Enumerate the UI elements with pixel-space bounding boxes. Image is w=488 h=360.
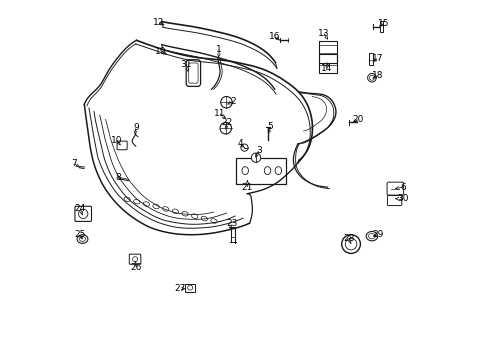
Text: 5: 5 [267,122,273,131]
Text: 9: 9 [133,123,139,132]
Text: 31: 31 [180,60,191,69]
Text: 1: 1 [216,45,222,54]
Text: 14: 14 [320,64,331,73]
Bar [368,53,372,65]
Text: 12: 12 [153,18,164,27]
Text: 30: 30 [396,194,408,203]
Bar [235,158,285,184]
Circle shape [341,235,360,253]
Bar [185,284,194,292]
Circle shape [241,144,247,151]
Text: 22: 22 [221,118,232,127]
Text: 15: 15 [377,19,388,28]
Text: 28: 28 [343,234,354,243]
Text: 8: 8 [115,173,121,181]
Text: 4: 4 [237,139,243,148]
Ellipse shape [366,231,377,241]
Text: 2: 2 [230,97,235,106]
Text: 20: 20 [352,115,363,124]
Text: 17: 17 [371,54,383,63]
Text: 11: 11 [213,109,224,118]
Text: 18: 18 [371,71,383,80]
FancyBboxPatch shape [75,206,91,221]
Text: 26: 26 [131,263,142,271]
Text: 10: 10 [111,136,122,145]
Ellipse shape [77,235,88,243]
Text: 19: 19 [155,46,166,55]
Text: 3: 3 [256,146,261,155]
Text: 6: 6 [399,183,405,192]
Text: 27: 27 [174,284,185,293]
Text: 7: 7 [72,159,77,168]
Text: 13: 13 [317,29,329,37]
Circle shape [220,96,232,108]
Bar [379,21,383,32]
Text: 29: 29 [371,230,383,239]
Circle shape [220,122,231,134]
Text: 23: 23 [226,219,238,228]
Text: 25: 25 [75,230,86,239]
Text: 21: 21 [241,183,253,192]
Text: 24: 24 [75,204,86,213]
Circle shape [251,153,260,162]
Text: 16: 16 [268,32,280,41]
